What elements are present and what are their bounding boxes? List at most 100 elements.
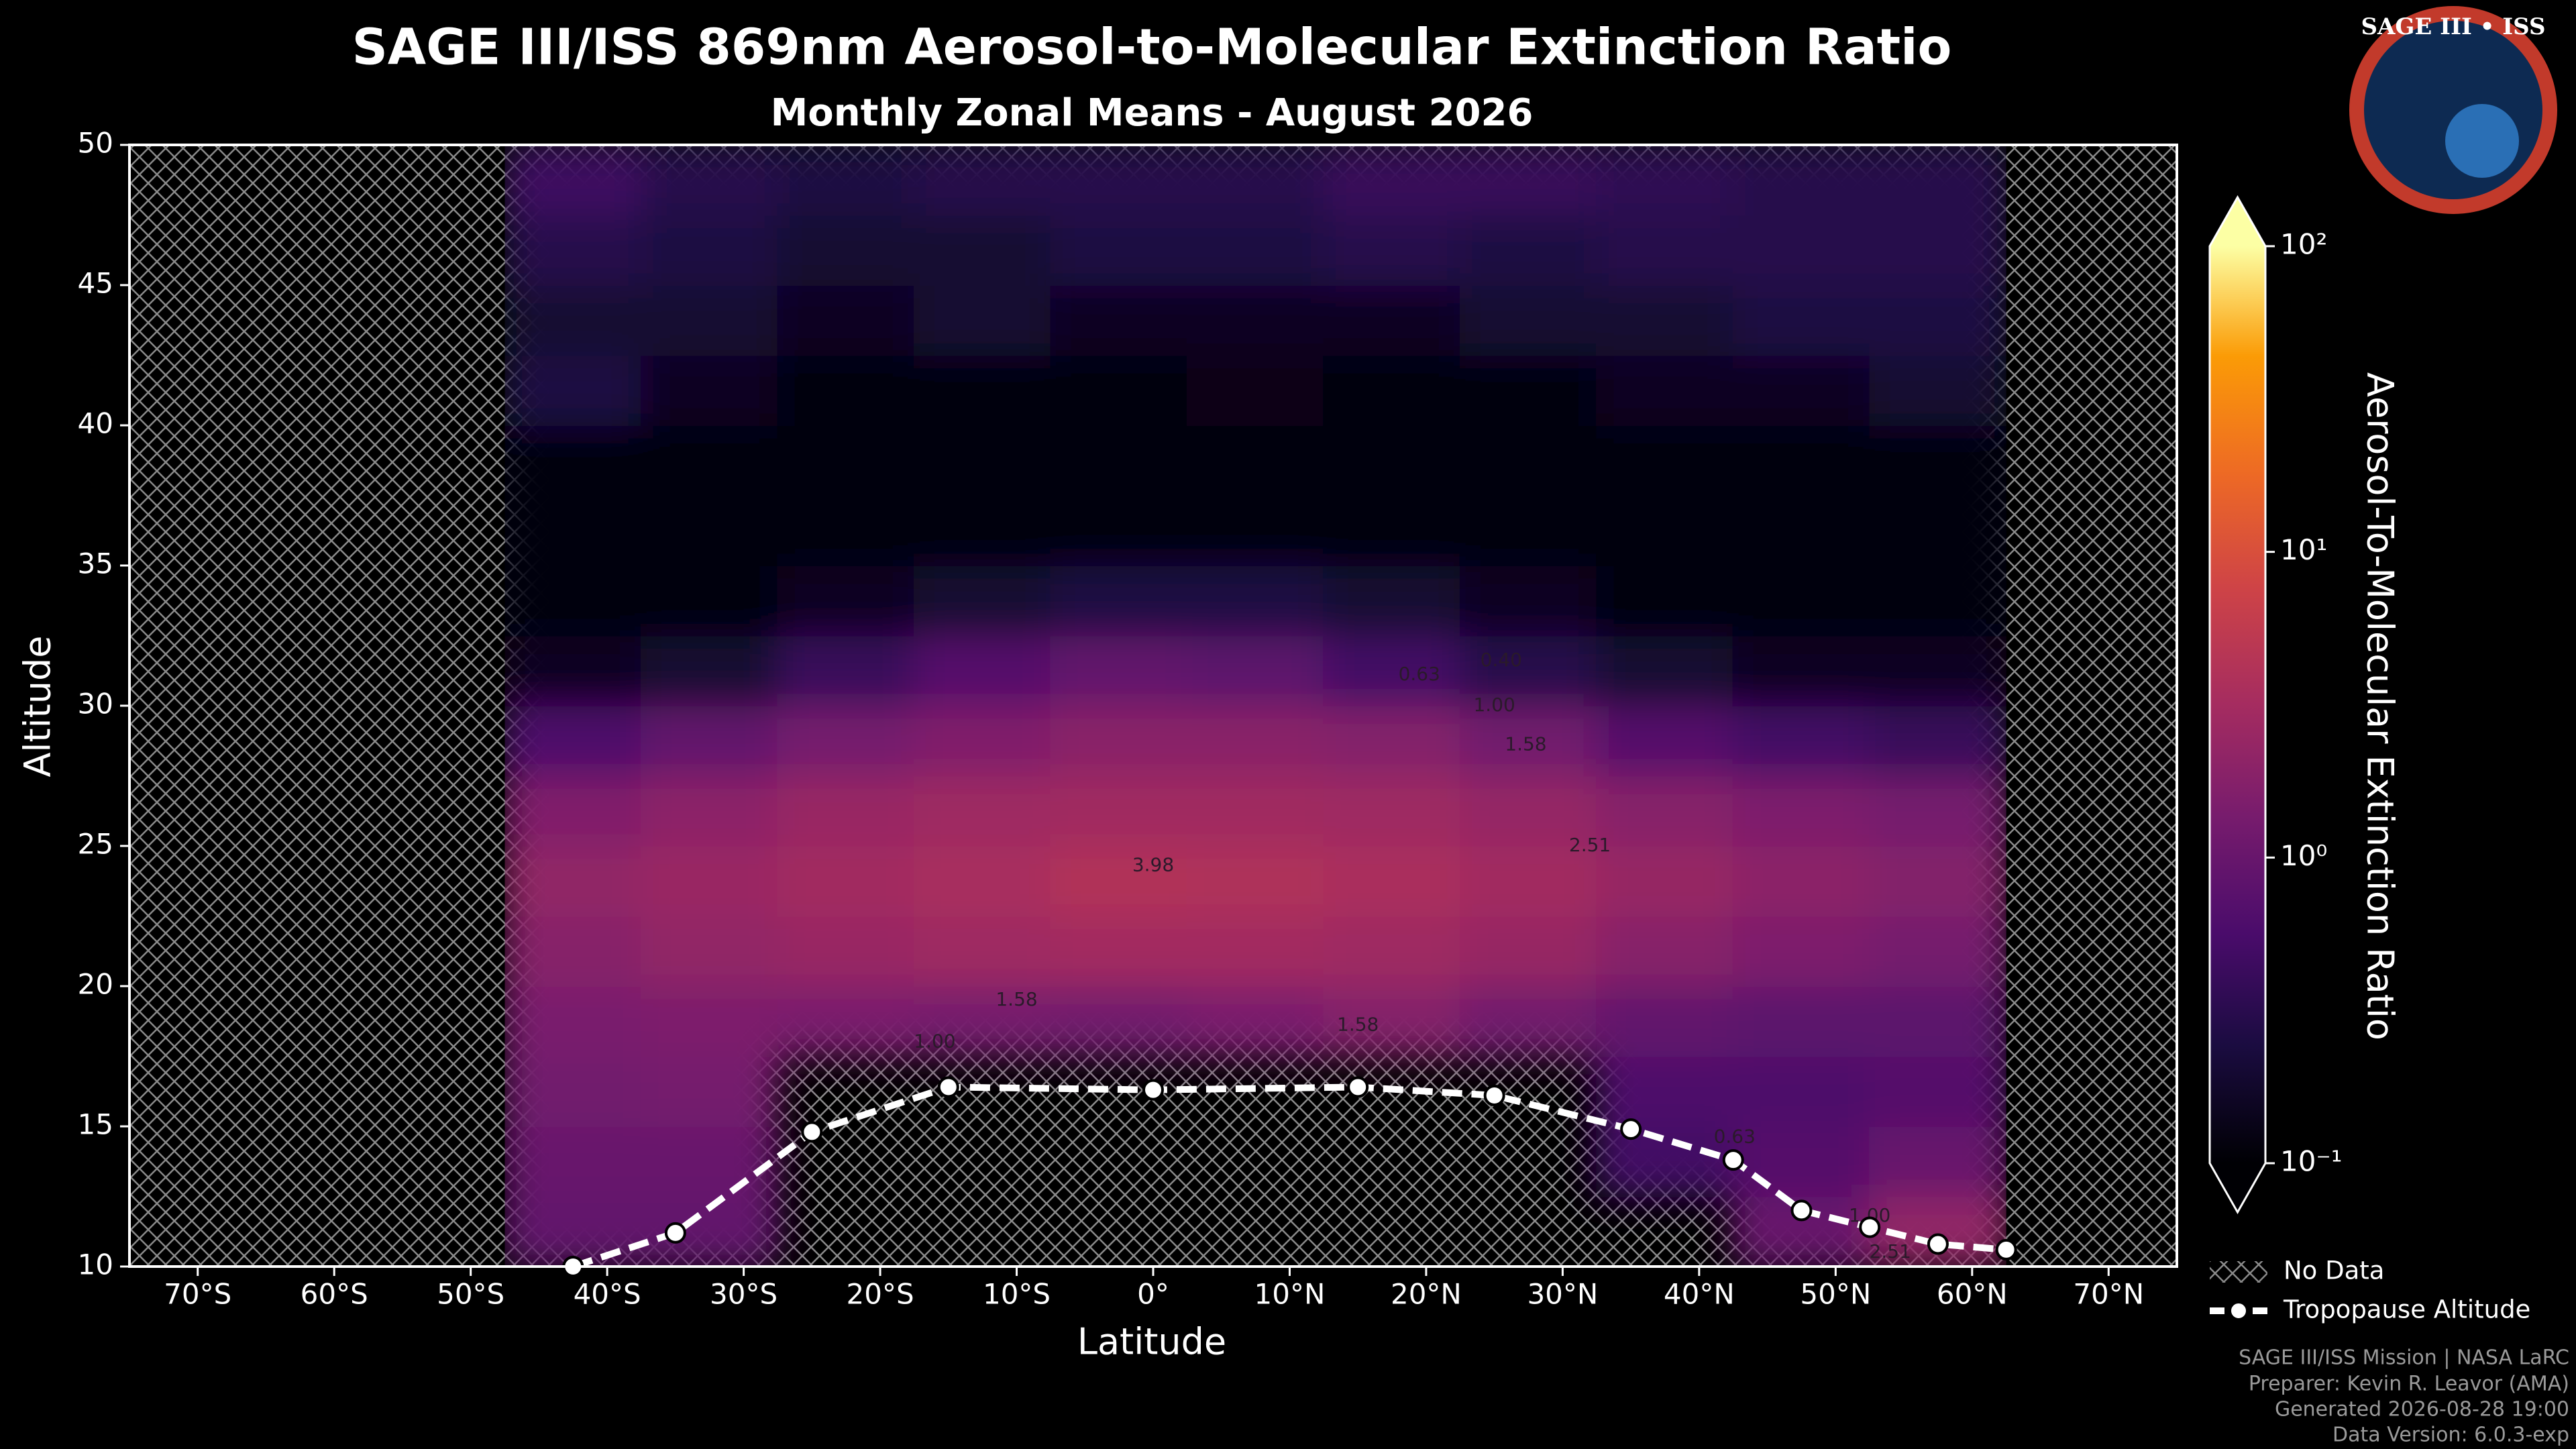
y-tick-label: 10: [78, 1248, 113, 1281]
heatmap-cell: [1869, 1126, 2006, 1197]
colorbar-label: Aerosol-To-Molecular Extinction Ratio: [2359, 372, 2401, 1040]
heatmap-cell: [1186, 494, 1325, 566]
heatmap-cell: [1323, 985, 1461, 1057]
colorbar-tick-label: 10²: [2280, 228, 2327, 261]
heatmap-cell: [1459, 635, 1598, 706]
heatmap-cell: [1459, 915, 1598, 987]
heatmap-cell: [1596, 354, 1734, 426]
heatmap-cell: [504, 705, 642, 777]
heatmap-cell: [504, 425, 642, 496]
heatmap-cell: [1186, 354, 1325, 426]
colorbar-extend-top: [2210, 197, 2265, 246]
heatmap-cell: [1323, 145, 1461, 216]
heatmap-cell: [1186, 214, 1325, 286]
contour-label: 0.40: [1481, 649, 1522, 671]
heatmap-cell: [1596, 565, 1734, 637]
heatmap-cell: [1323, 635, 1461, 706]
colorbar-tick-label: 10⁰: [2280, 839, 2327, 872]
heatmap-cell: [641, 284, 779, 356]
heatmap-cell: [1732, 565, 1871, 637]
heatmap-cell: [1732, 775, 1871, 847]
heatmap-cell: [913, 145, 1052, 216]
heatmap-cell: [504, 845, 642, 917]
heatmap-cell: [1732, 354, 1871, 426]
heatmap-cell: [641, 494, 779, 566]
tropopause-point: [1620, 1118, 1642, 1140]
heatmap-cell: [1732, 705, 1871, 777]
heatmap-cell: [777, 354, 915, 426]
heatmap-cell: [1732, 284, 1871, 356]
heatmap-cell: [641, 635, 779, 706]
heatmap-cell: [913, 915, 1052, 987]
footer-line: Generated 2026-08-28 19:00: [2275, 1398, 2569, 1421]
heatmap-clip: [504, 145, 2006, 1267]
heatmap-cell: [504, 494, 642, 566]
legend-no-data-swatch: [2210, 1261, 2267, 1283]
heatmap-cell: [913, 284, 1052, 356]
x-tick-label: 0°: [1137, 1278, 1169, 1311]
heatmap-cell: [1186, 705, 1325, 777]
tropopause-point: [1995, 1238, 2017, 1260]
x-tick-label: 10°S: [983, 1278, 1051, 1311]
heatmap-cell: [777, 775, 915, 847]
heatmap-cell: [641, 425, 779, 496]
heatmap-cell: [641, 214, 779, 286]
footer-line: Data Version: 6.0.3-exp: [2332, 1424, 2569, 1447]
tropopause-point: [801, 1121, 823, 1143]
heatmap-cell: [1732, 915, 1871, 987]
heatmap-cell: [1732, 1055, 1871, 1127]
heatmap-cell: [1459, 494, 1598, 566]
tropopause-point: [1483, 1085, 1505, 1107]
x-tick-label: 70°N: [2073, 1278, 2144, 1311]
heatmap-cell: [1050, 425, 1188, 496]
heatmap-cell: [504, 284, 642, 356]
contour-label: 1.58: [1337, 1014, 1379, 1036]
heatmap-cell: [777, 845, 915, 917]
x-tick-label: 10°N: [1254, 1278, 1326, 1311]
heatmap-cell: [504, 915, 642, 987]
x-tick-label: 60°S: [301, 1278, 368, 1311]
heatmap-cell: [1596, 425, 1734, 496]
heatmap-cell: [1050, 145, 1188, 216]
heatmap-cell: [1596, 915, 1734, 987]
contour-label: 2.51: [1870, 1240, 1911, 1263]
tropopause-point: [1790, 1199, 1813, 1222]
colorbar-extend-bottom: [2210, 1163, 2265, 1212]
legend-tropopause-label: Tropopause Altitude: [2283, 1295, 2530, 1324]
heatmap-cell: [641, 915, 779, 987]
heatmap-cell: [1186, 145, 1325, 216]
y-tick-label: 20: [78, 968, 113, 1001]
heatmap-cell: [1459, 145, 1598, 216]
heatmap-cell: [1596, 985, 1734, 1057]
heatmap-cell: [1323, 705, 1461, 777]
tropopause-point: [1859, 1216, 1881, 1238]
footer-line: SAGE III/ISS Mission | NASA LaRC: [2239, 1346, 2569, 1370]
heatmap-cell: [1459, 705, 1598, 777]
heatmap-cell: [1050, 705, 1188, 777]
heatmap-cell: [913, 775, 1052, 847]
heatmap-cell: [1459, 775, 1598, 847]
heatmap-cell: [504, 985, 642, 1057]
heatmap-cell: [1459, 565, 1598, 637]
heatmap-cell: [1050, 845, 1188, 917]
colorbar: [2210, 246, 2265, 1163]
logo-title: SAGE III • ISS: [2361, 13, 2545, 40]
chart-title: SAGE III/ISS 869nm Aerosol-to-Molecular …: [352, 19, 1952, 76]
heatmap-cell: [1596, 635, 1734, 706]
heatmap-cell: [1050, 354, 1188, 426]
x-axis-label: Latitude: [1077, 1321, 1226, 1363]
heatmap-cell: [1323, 214, 1461, 286]
heatmap-cell: [1459, 214, 1598, 286]
contour-label: 2.51: [1569, 834, 1611, 856]
heatmap-cell: [1869, 1055, 2006, 1127]
heatmap-cell: [1186, 845, 1325, 917]
heatmap-cell: [1596, 1055, 1734, 1127]
heatmap-cell: [777, 565, 915, 637]
heatmap-cell: [1869, 494, 2006, 566]
heatmap-cell: [1186, 775, 1325, 847]
heatmap-cell: [777, 425, 915, 496]
heatmap-cell: [1732, 845, 1871, 917]
heatmap-cell: [1596, 705, 1734, 777]
contour-label: 1.58: [1505, 733, 1546, 755]
heatmap-cell: [1596, 494, 1734, 566]
